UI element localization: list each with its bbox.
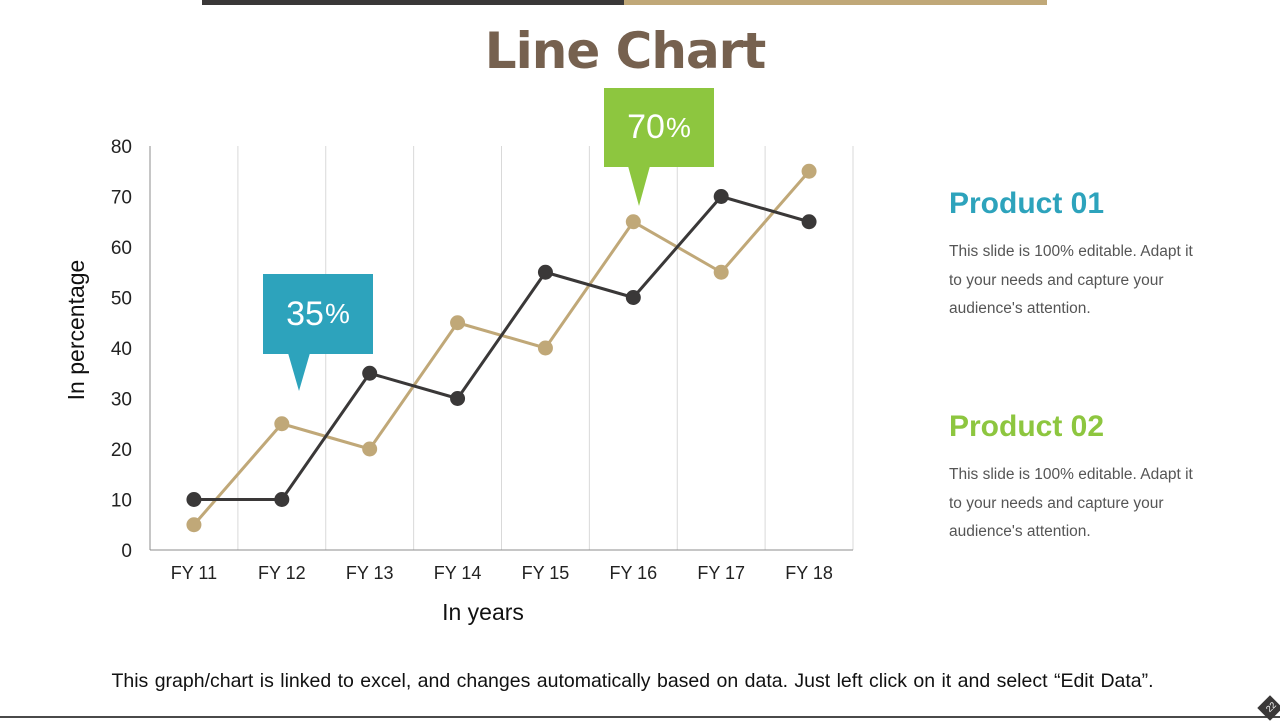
series-1-point [186, 492, 202, 507]
callout-70-percent: 70% [604, 88, 714, 167]
top-accent-bar-dark [202, 0, 624, 5]
x-tick-label: FY 14 [434, 563, 482, 583]
y-tick-label: 20 [111, 440, 132, 461]
product-01-description: This slide is 100% editable. Adapt it to… [949, 243, 1193, 317]
y-tick-label: 80 [111, 137, 132, 158]
series-2-point [274, 416, 290, 432]
callout-35-unit: % [324, 298, 350, 329]
x-tick-label: FY 18 [785, 563, 833, 583]
callout-35-value: 35 [286, 294, 324, 333]
y-tick-label: 30 [111, 390, 132, 411]
series-1-point [713, 189, 729, 204]
top-accent-bar-tan [624, 0, 1047, 5]
footer-note: This graph/chart is linked to excel, and… [111, 670, 1154, 692]
x-tick-label: FY 11 [171, 563, 217, 583]
series-1-point [537, 264, 553, 280]
callout-35-percent: 35% [263, 274, 373, 354]
x-tick-label: FY 13 [346, 563, 394, 583]
series-2-point [801, 163, 817, 179]
series-1-point [274, 492, 290, 507]
callout-70-value: 70 [627, 108, 665, 146]
series-2-point [450, 315, 466, 331]
x-axis-title: In years [442, 599, 524, 625]
series-2-point [537, 340, 553, 356]
series-2-point [186, 517, 202, 533]
series-1-point [362, 365, 378, 381]
series-1-point [450, 391, 466, 406]
y-axis-title: In percentage [63, 260, 89, 401]
slide-title: Line Chart [484, 22, 767, 80]
series-2-point [362, 441, 378, 457]
x-tick-label: FY 15 [522, 563, 570, 583]
series-2-point [625, 214, 641, 230]
y-tick-label: 60 [111, 238, 132, 259]
x-tick-label: FY 17 [697, 563, 745, 583]
x-tick-label: FY 16 [609, 563, 657, 583]
x-tick-label: FY 12 [258, 563, 306, 583]
y-tick-label: 10 [111, 491, 132, 512]
product-02-description: This slide is 100% editable. Adapt it to… [949, 466, 1193, 540]
callout-70-unit: % [665, 111, 691, 143]
y-tick-label: 40 [111, 339, 132, 360]
series-1-point [625, 290, 641, 305]
callout-35-pointer [288, 353, 310, 391]
y-tick-label: 0 [121, 541, 132, 562]
product-01-heading: Product 01 [949, 187, 1105, 220]
callout-70-pointer [628, 166, 650, 206]
y-tick-label: 50 [111, 289, 132, 310]
series-line-1 [193, 195, 810, 501]
y-tick-label: 70 [111, 188, 132, 209]
bottom-rule [0, 716, 1280, 718]
series-1-point [801, 214, 817, 230]
series-2-point [713, 264, 729, 280]
product-02-heading: Product 02 [949, 410, 1105, 443]
